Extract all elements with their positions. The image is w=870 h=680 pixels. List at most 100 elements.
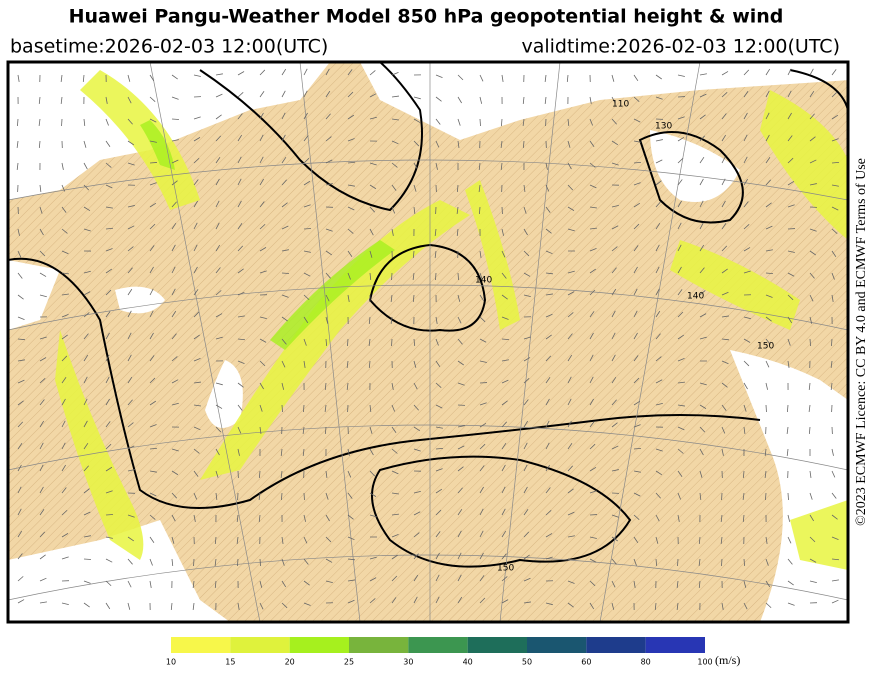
wind-arrow	[677, 222, 682, 230]
wind-arrow	[633, 536, 639, 544]
wind-arrow	[545, 250, 553, 255]
wind-arrow	[391, 426, 397, 433]
wind-arrow	[456, 206, 459, 214]
wind-arrow	[105, 558, 113, 563]
wind-arrow	[236, 536, 239, 544]
wind-arrow	[765, 156, 771, 164]
wind-arrow	[83, 140, 87, 148]
wind-arrow	[677, 266, 682, 274]
wind-arrow	[457, 574, 462, 582]
wind-arrow	[434, 250, 437, 258]
wind-arrow	[259, 134, 264, 142]
wind-arrow	[149, 514, 156, 520]
wind-arrow	[567, 118, 570, 126]
contour-label: 150	[757, 342, 774, 352]
wind-arrow	[633, 161, 642, 164]
wind-arrow	[325, 316, 329, 324]
wind-arrow	[809, 90, 815, 98]
wind-arrow	[743, 602, 748, 610]
wind-arrow	[809, 558, 817, 563]
wind-arrow	[171, 470, 179, 476]
wind-arrow	[721, 223, 727, 230]
wind-arrow	[589, 227, 597, 230]
wind-arrow	[677, 426, 685, 431]
wind-arrow	[237, 92, 244, 98]
wind-arrow	[567, 420, 572, 428]
wind-arrow	[105, 421, 111, 428]
wind-arrow	[17, 464, 22, 472]
wind-arrow	[523, 464, 528, 472]
wind-arrow	[61, 420, 66, 428]
wind-arrow	[369, 556, 377, 560]
wind-arrow	[567, 535, 575, 538]
wind-arrow	[721, 448, 724, 456]
wind-arrow	[522, 96, 525, 105]
wind-arrow	[127, 469, 135, 472]
wind-arrow	[237, 338, 246, 341]
wind-arrow	[105, 206, 113, 209]
wind-arrow	[193, 157, 200, 164]
wind-arrow	[787, 580, 794, 586]
wind-arrow	[325, 136, 332, 142]
wind-arrow	[500, 140, 503, 148]
wind-arrow	[369, 577, 377, 582]
wind-arrow	[127, 225, 135, 230]
wind-arrow	[655, 159, 663, 164]
wind-arrow	[214, 580, 217, 589]
wind-arrow	[171, 74, 178, 80]
wind-arrow	[435, 162, 438, 170]
colorbar-segment	[289, 637, 349, 653]
wind-arrow	[677, 74, 685, 77]
wind-arrow	[479, 316, 486, 323]
wind-arrow	[215, 114, 222, 120]
wind-arrow	[303, 204, 311, 208]
wind-arrow	[523, 294, 531, 298]
wind-arrow	[522, 140, 525, 149]
wind-arrow	[786, 426, 789, 434]
wind-arrow	[830, 360, 833, 368]
wind-arrow	[809, 250, 816, 256]
wind-arrow	[17, 599, 25, 604]
wind-arrow	[523, 184, 526, 192]
wind-arrow	[413, 360, 417, 368]
wind-arrow	[303, 580, 310, 586]
wind-arrow	[567, 228, 575, 232]
wind-arrow	[500, 162, 503, 170]
wind-arrow	[171, 266, 176, 274]
wind-arrow	[677, 404, 685, 407]
wind-arrow	[60, 74, 63, 82]
wind-arrow	[589, 354, 594, 362]
wind-arrow	[544, 74, 547, 82]
wind-arrow	[259, 338, 267, 343]
wind-arrow	[281, 558, 285, 566]
wind-arrow	[346, 360, 349, 368]
wind-arrow	[215, 492, 218, 500]
wind-arrow	[457, 425, 465, 428]
wind-arrow	[831, 294, 834, 302]
wind-arrow	[193, 470, 199, 477]
wind-arrow	[743, 270, 751, 274]
wind-arrow	[127, 580, 132, 588]
wind-arrow	[17, 443, 23, 450]
wind-arrow	[193, 426, 201, 431]
wind-arrow	[237, 113, 243, 120]
wind-arrow	[215, 135, 222, 142]
wind-arrow	[105, 118, 109, 126]
wind-arrow	[545, 272, 553, 275]
wind-arrow	[457, 338, 463, 345]
wind-arrow	[567, 602, 574, 608]
wind-arrow	[787, 514, 791, 522]
wind-arrow	[280, 448, 283, 457]
wind-arrow	[765, 68, 771, 76]
wind-arrow	[303, 558, 309, 565]
wind-arrow	[281, 179, 287, 186]
wind-arrow	[61, 533, 69, 538]
wind-arrow	[325, 514, 330, 522]
wind-arrow	[501, 576, 508, 582]
wind-arrow	[127, 96, 132, 104]
contour-label: 110	[612, 100, 629, 110]
wind-arrow	[17, 421, 24, 428]
wind-arrow	[413, 206, 416, 214]
wind-arrow	[347, 514, 354, 520]
wind-arrow	[369, 598, 376, 604]
